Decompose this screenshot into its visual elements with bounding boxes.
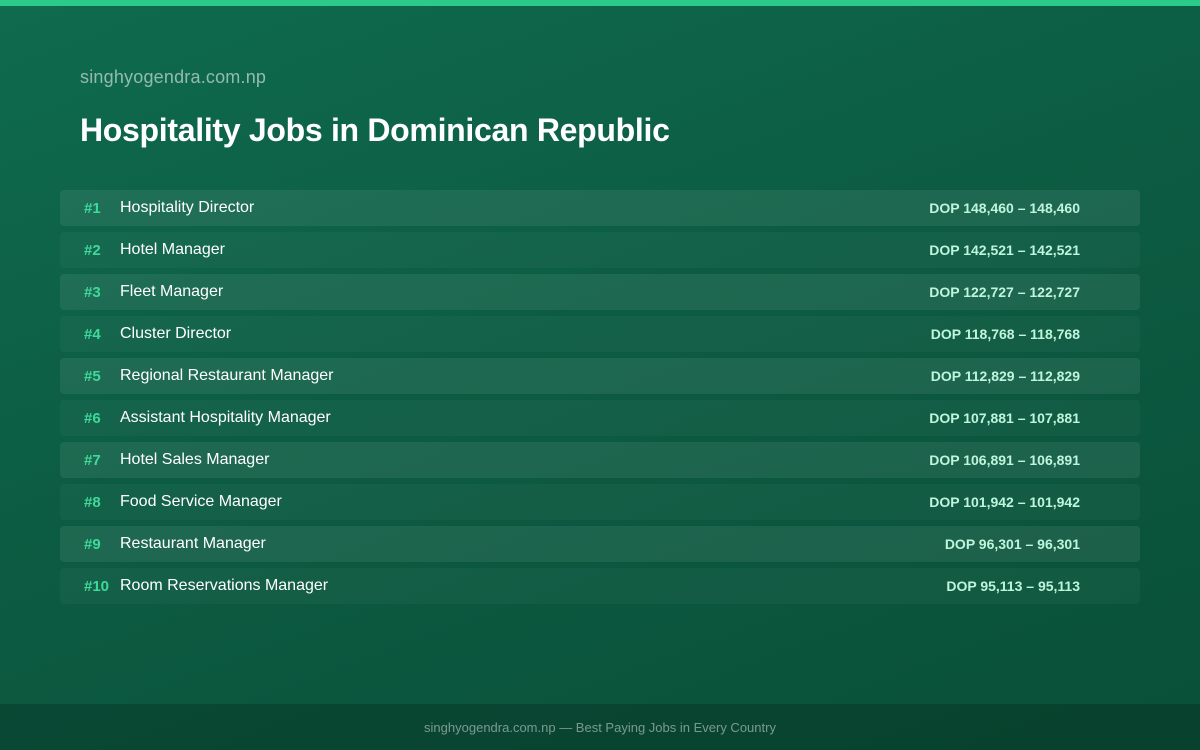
job-title: Fleet Manager — [120, 283, 224, 300]
page-title: Hospitality Jobs in Dominican Republic — [80, 112, 670, 148]
job-salary: DOP 112,829 – 112,829 — [930, 368, 1080, 384]
job-row: #6 Assistant Hospitality Manager DOP 107… — [60, 400, 1140, 436]
job-title: Assistant Hospitality Manager — [120, 409, 331, 426]
job-title: Restaurant Manager — [120, 535, 266, 552]
job-salary: DOP 107,881 – 107,881 — [929, 410, 1080, 426]
job-row: #7 Hotel Sales Manager DOP 106,891 – 106… — [60, 442, 1140, 478]
job-rank: #2 — [84, 241, 101, 259]
job-row: #5 Regional Restaurant Manager DOP 112,8… — [60, 358, 1140, 394]
job-row: #1 Hospitality Director DOP 148,460 – 14… — [60, 190, 1140, 226]
job-title: Food Service Manager — [120, 493, 282, 510]
job-rank: #9 — [84, 535, 101, 553]
footer: singhyogendra.com.np — Best Paying Jobs … — [0, 704, 1200, 750]
job-title: Hospitality Director — [120, 199, 255, 216]
job-rank: #1 — [84, 199, 101, 217]
job-row: #9 Restaurant Manager DOP 96,301 – 96,30… — [60, 526, 1140, 562]
job-salary: DOP 148,460 – 148,460 — [929, 200, 1080, 216]
footer-text: singhyogendra.com.np — Best Paying Jobs … — [424, 719, 776, 735]
job-row: #3 Fleet Manager DOP 122,727 – 122,727 — [60, 274, 1140, 310]
job-list: #1 Hospitality Director DOP 148,460 – 14… — [60, 190, 1140, 610]
job-row: #10 Room Reservations Manager DOP 95,113… — [60, 568, 1140, 604]
job-salary: DOP 118,768 – 118,768 — [930, 326, 1080, 342]
job-salary: DOP 106,891 – 106,891 — [929, 452, 1080, 468]
job-salary: DOP 95,113 – 95,113 — [946, 578, 1080, 594]
job-title: Hotel Manager — [120, 241, 225, 258]
job-row: #2 Hotel Manager DOP 142,521 – 142,521 — [60, 232, 1140, 268]
job-rank: #7 — [84, 451, 101, 469]
job-title: Regional Restaurant Manager — [120, 367, 334, 384]
job-rank: #5 — [84, 367, 101, 385]
job-title: Room Reservations Manager — [120, 577, 329, 594]
job-title: Cluster Director — [120, 325, 232, 342]
job-salary: DOP 122,727 – 122,727 — [929, 284, 1080, 300]
job-row: #4 Cluster Director DOP 118,768 – 118,76… — [60, 316, 1140, 352]
job-salary: DOP 142,521 – 142,521 — [929, 242, 1080, 258]
job-salary: DOP 96,301 – 96,301 — [944, 536, 1080, 552]
job-title: Hotel Sales Manager — [120, 451, 270, 468]
job-rank: #4 — [84, 325, 101, 343]
job-salary: DOP 101,942 – 101,942 — [929, 494, 1080, 510]
job-rank: #3 — [84, 283, 101, 301]
job-rank: #10 — [84, 577, 110, 595]
job-rank: #6 — [84, 409, 101, 427]
top-accent-bar — [0, 0, 1200, 6]
job-rank: #8 — [84, 493, 101, 511]
site-name: singhyogendra.com.np — [80, 67, 267, 87]
job-row: #8 Food Service Manager DOP 101,942 – 10… — [60, 484, 1140, 520]
